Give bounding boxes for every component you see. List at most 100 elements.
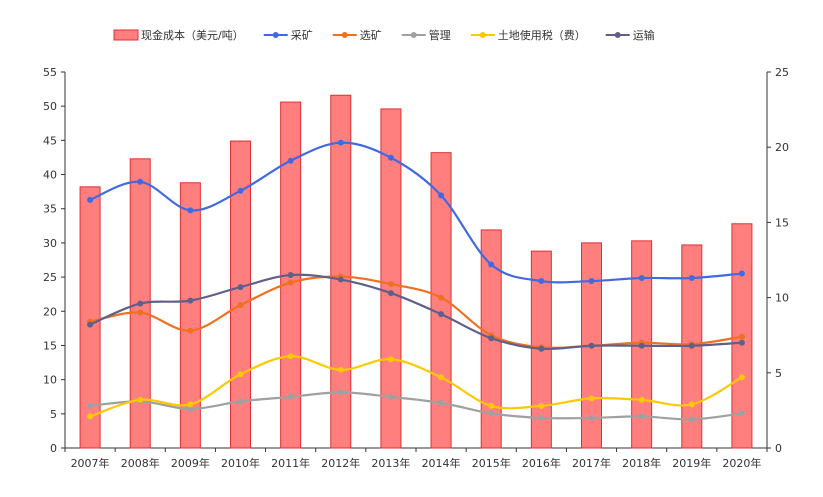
legend-swatch-point [410,32,417,38]
left-tick-label: 50 [43,100,57,113]
left-tick-label: 35 [43,203,57,216]
legend: 现金成本（美元/吨） 采矿 选矿 管理 土地使用税（费） 运输 [113,28,655,42]
x-tick-label: 2019年 [672,456,711,470]
series-point [337,389,344,396]
series-point [538,414,545,421]
legend-swatch-bar [113,29,139,41]
series-point [538,278,545,285]
series-point [538,345,545,352]
right-tick-label: 5 [775,367,782,380]
series-point [688,401,695,408]
right-tick-label: 20 [775,141,789,154]
left-tick-label: 45 [43,134,57,147]
left-tick-label: 15 [43,339,57,352]
series-point [137,300,144,307]
legend-label: 现金成本（美元/吨） [141,28,244,42]
left-tick-label: 10 [43,374,57,387]
x-tick-label: 2008年 [121,456,160,470]
series-point [438,294,445,301]
bar [179,182,201,449]
series-line [89,275,743,349]
bar [79,186,101,449]
series-point [588,342,595,349]
series-point [738,374,745,381]
series-point [237,398,244,405]
x-tick-label: 2017年 [572,456,611,470]
series-point [738,339,745,346]
x-tick-label: 2015年 [472,456,511,470]
left-tick-label: 20 [43,305,57,318]
series-point [488,402,495,409]
legend-swatch-point [341,32,348,38]
bar [380,108,402,449]
series-point [638,413,645,420]
series-point [738,270,745,277]
series-point [237,284,244,291]
x-tick-label: 2007年 [71,456,110,470]
series-point [688,416,695,423]
left-tick-label: 25 [43,271,57,284]
series-point [287,393,294,400]
series-point [137,396,144,403]
series-line [89,273,742,351]
series-point [438,399,445,406]
series-point [588,395,595,402]
x-tick-label: 2020年 [722,456,761,470]
series-point [137,178,144,185]
legend-swatch-point [479,32,486,38]
series-point [87,196,94,203]
x-tick-label: 2010年 [221,456,260,470]
series-point [387,154,394,161]
series-point [87,402,94,409]
series-point [638,275,645,282]
series-point [237,371,244,378]
series-point [438,192,445,199]
x-tick-label: 2012年 [321,456,360,470]
series-point [337,139,344,146]
series-point [187,327,194,334]
x-tick-label: 2013年 [371,456,410,470]
series-point [187,401,194,408]
x-tick-label: 2018年 [622,456,661,470]
series-point [488,410,495,417]
series-point [387,281,394,288]
series-point [287,279,294,286]
bar [330,94,352,449]
series-point [688,275,695,282]
right-tick-label: 10 [775,292,789,305]
right-tick-label: 15 [775,216,789,229]
series-point [438,311,445,318]
series-line [89,141,743,284]
legend-label: 管理 [429,28,451,42]
series-point [538,402,545,409]
left-tick-label: 30 [43,237,57,250]
series-point [738,410,745,417]
right-tick-label: 0 [775,442,782,455]
series-point [337,366,344,373]
series-point [588,278,595,285]
legend-label: 采矿 [291,29,313,42]
left-tick-label: 40 [43,169,57,182]
series-point [237,302,244,309]
series-line [89,391,743,421]
legend-label: 土地使用税（费） [498,28,586,42]
series-point [187,297,194,304]
series-point [287,353,294,360]
legend-label: 选矿 [360,29,382,42]
series-point [638,342,645,349]
series-point [287,272,294,279]
series-point [87,413,94,420]
series-point [387,290,394,297]
series-point [738,333,745,340]
series-point [187,207,194,214]
left-tick-label: 5 [50,408,57,421]
series-point [237,187,244,194]
legend-swatch-point [272,32,279,38]
x-tick-label: 2011年 [271,456,310,470]
series-point [137,309,144,316]
series-point [638,396,645,403]
left-tick-label: 0 [50,442,57,455]
legend-label: 运输 [633,28,655,42]
series-point [387,393,394,400]
